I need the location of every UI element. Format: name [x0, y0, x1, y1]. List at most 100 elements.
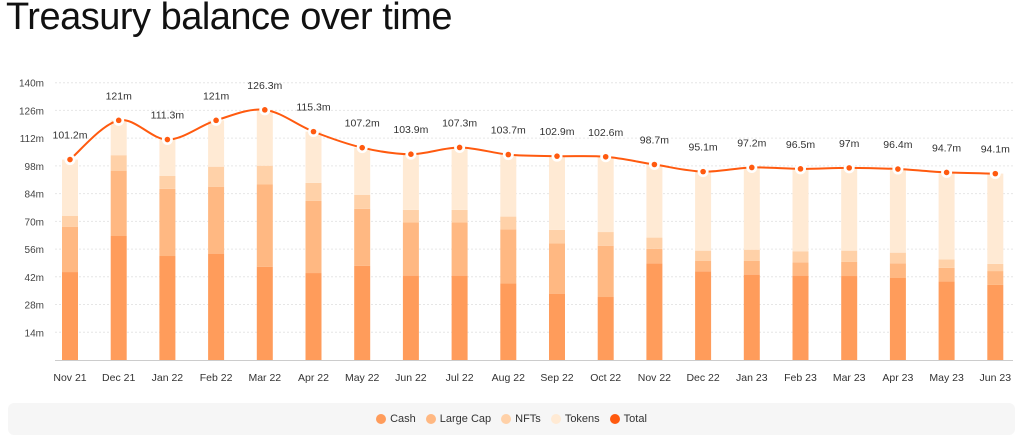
bar-nfts	[841, 250, 858, 262]
x-tick-label: Nov 22	[638, 372, 671, 384]
bar-large-cap	[841, 261, 858, 277]
bar-large-cap	[208, 186, 225, 254]
bar-tokens	[743, 167, 760, 250]
bar-tokens	[256, 109, 273, 166]
bar-nfts	[159, 175, 176, 189]
bar-large-cap	[256, 184, 273, 267]
bar-large-cap	[451, 222, 468, 276]
total-point	[846, 165, 852, 171]
total-point	[505, 151, 512, 158]
bar-tokens	[549, 156, 565, 230]
y-tick-label: 140m	[19, 79, 44, 90]
bar-nfts	[110, 155, 127, 171]
bar-tokens	[597, 156, 614, 233]
treasury-chart: 14m 28m 42m 56m 70m 84m 98m 112m 126m 140m Nov 21 D…	[19, 79, 1013, 384]
bar-cash	[110, 236, 127, 360]
legend-label: Total	[623, 413, 647, 425]
bar-tokens	[938, 172, 955, 260]
x-tick-label: May 23	[929, 372, 964, 384]
bar-cash	[938, 281, 955, 360]
bar-cash	[208, 253, 225, 360]
bar-cash	[597, 297, 614, 360]
legend-dot-icon	[550, 414, 561, 424]
bar-nfts	[62, 216, 78, 227]
x-tick-label: Oct 22	[590, 372, 621, 384]
total-point	[895, 166, 901, 172]
chart-title: Treasury balance over time	[6, 0, 453, 38]
data-label: 95.1m	[689, 142, 718, 154]
bar-cash	[256, 266, 273, 360]
legend-item-tokens[interactable]: Tokens	[550, 413, 600, 425]
bar-cash	[646, 263, 663, 360]
bar-large-cap	[646, 248, 663, 264]
data-label: 121m	[106, 90, 133, 102]
x-tick-label: Apr 23	[882, 372, 913, 384]
bar-cash	[695, 271, 712, 360]
bar-tokens	[110, 120, 127, 156]
data-label: 96.4m	[883, 139, 912, 151]
data-label: 103.7m	[491, 125, 526, 137]
bar-nfts	[354, 195, 371, 209]
total-point	[943, 169, 950, 176]
x-tick-label: Jan 22	[152, 372, 184, 384]
y-tick-label: 42m	[25, 273, 44, 284]
data-label: 111.3m	[151, 110, 185, 122]
bar-large-cap	[354, 208, 371, 266]
bar-nfts	[646, 237, 663, 249]
y-tick-label: 14m	[25, 328, 44, 339]
data-label: 94.1m	[981, 144, 1010, 156]
data-label: 126.3m	[247, 80, 282, 92]
bar-tokens	[987, 173, 1004, 264]
bar-large-cap	[62, 226, 78, 273]
bar-nfts	[500, 216, 517, 230]
legend-dot-icon	[376, 414, 387, 424]
data-label: 98.7m	[640, 135, 669, 147]
bar-nfts	[889, 252, 906, 264]
bar-tokens	[646, 164, 663, 238]
total-point	[115, 117, 122, 124]
bar-nfts	[792, 251, 809, 263]
bar-large-cap	[987, 271, 1004, 285]
data-label: 107.3m	[442, 117, 477, 129]
bar-cash	[743, 274, 760, 360]
bar-cash	[159, 256, 176, 360]
bar-large-cap	[402, 222, 419, 276]
legend-item-nfts[interactable]: NFTs	[501, 413, 541, 425]
y-tick-label: 70m	[25, 217, 44, 228]
bar-tokens	[159, 139, 176, 176]
total-point	[456, 144, 463, 151]
x-tick-label: May 22	[345, 372, 380, 384]
bar-cash	[402, 275, 419, 360]
bar-nfts	[305, 182, 322, 201]
data-label: 97m	[839, 138, 860, 150]
legend-item-total[interactable]: Total	[609, 413, 647, 425]
y-tick-label: 98m	[25, 162, 44, 173]
total-point	[651, 161, 658, 168]
total-point	[262, 107, 268, 113]
bar-large-cap	[549, 243, 565, 294]
bar-cash	[889, 277, 906, 360]
legend-label: Tokens	[564, 413, 600, 425]
total-point	[602, 153, 609, 160]
total-point	[67, 156, 73, 163]
bar-cash	[62, 272, 78, 360]
bar-nfts	[549, 229, 565, 244]
bar-nfts	[451, 209, 468, 223]
legend-label: Cash	[390, 413, 416, 425]
legend-dot-icon	[609, 414, 620, 424]
bar-nfts	[695, 250, 712, 261]
bar-large-cap	[889, 263, 906, 278]
legend-item-cash[interactable]: Cash	[376, 413, 416, 425]
total-point	[749, 164, 755, 171]
x-tick-label: Mar 23	[833, 372, 866, 384]
total-point	[359, 144, 366, 151]
x-tick-label: Dec 22	[686, 372, 719, 384]
bar-cash	[305, 273, 322, 360]
legend-item-large-cap[interactable]: Large Cap	[425, 413, 491, 425]
bar-nfts	[402, 209, 419, 223]
data-label: 103.9m	[393, 124, 428, 136]
bar-large-cap	[743, 260, 760, 275]
bar-nfts	[208, 166, 225, 187]
bar-nfts	[597, 232, 614, 246]
bar-nfts	[743, 249, 760, 261]
